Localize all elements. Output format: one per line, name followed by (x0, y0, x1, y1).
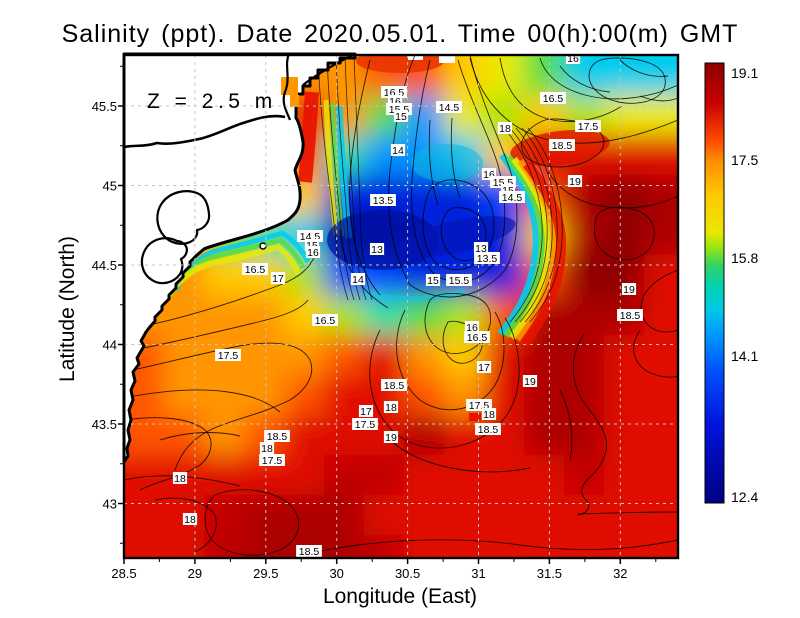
svg-text:15.8: 15.8 (731, 250, 758, 266)
svg-text:19: 19 (385, 432, 397, 444)
svg-text:13: 13 (475, 243, 487, 255)
svg-text:16: 16 (389, 96, 401, 108)
svg-text:18: 18 (184, 514, 196, 526)
svg-text:19: 19 (569, 176, 581, 188)
svg-text:32: 32 (613, 566, 627, 581)
svg-text:17.5: 17.5 (262, 455, 283, 467)
svg-text:16.5: 16.5 (543, 93, 564, 105)
svg-text:14.5: 14.5 (502, 192, 523, 204)
svg-text:30.5: 30.5 (395, 566, 420, 581)
svg-text:15: 15 (395, 111, 407, 123)
svg-text:18: 18 (174, 473, 186, 485)
svg-text:18: 18 (261, 443, 273, 455)
svg-text:14: 14 (392, 145, 404, 157)
svg-text:15: 15 (427, 275, 439, 287)
svg-text:17.5: 17.5 (578, 121, 599, 133)
svg-text:18: 18 (385, 402, 397, 414)
svg-text:44: 44 (103, 338, 117, 353)
svg-text:Longitude (East): Longitude (East) (323, 585, 477, 608)
svg-text:18.5: 18.5 (384, 380, 405, 392)
svg-text:19.1: 19.1 (731, 65, 758, 81)
svg-text:18: 18 (499, 123, 511, 135)
svg-text:Salinity (ppt). Date 2020.05.0: Salinity (ppt). Date 2020.05.01. Time 00… (62, 20, 739, 48)
svg-text:13: 13 (371, 244, 383, 256)
svg-text:16.5: 16.5 (245, 264, 266, 276)
svg-text:28.5: 28.5 (111, 566, 136, 581)
svg-text:15.5: 15.5 (449, 275, 470, 287)
svg-text:16: 16 (567, 53, 579, 65)
svg-text:17: 17 (478, 362, 490, 374)
svg-text:14: 14 (352, 274, 364, 286)
svg-text:29.5: 29.5 (253, 566, 278, 581)
svg-text:16: 16 (466, 322, 478, 334)
svg-text:14.5: 14.5 (439, 102, 460, 114)
svg-text:12.4: 12.4 (731, 489, 758, 505)
svg-text:Z = 2.5 m: Z = 2.5 m (147, 90, 277, 113)
svg-text:13.5: 13.5 (373, 195, 394, 207)
svg-text:16: 16 (307, 247, 319, 259)
svg-text:43.5: 43.5 (92, 417, 117, 432)
svg-text:18.5: 18.5 (267, 431, 288, 443)
svg-text:15: 15 (502, 185, 514, 197)
svg-text:17.5: 17.5 (218, 350, 239, 362)
svg-text:17: 17 (360, 406, 372, 418)
svg-text:13.5: 13.5 (477, 253, 498, 265)
svg-text:18.5: 18.5 (478, 424, 499, 436)
svg-text:19: 19 (524, 376, 536, 388)
svg-text:31: 31 (471, 566, 485, 581)
svg-text:16: 16 (483, 169, 495, 181)
svg-text:18: 18 (483, 409, 495, 421)
svg-text:45: 45 (103, 179, 117, 194)
svg-text:16.5: 16.5 (467, 332, 488, 344)
svg-text:31.5: 31.5 (537, 566, 562, 581)
svg-text:43: 43 (103, 497, 117, 512)
svg-text:17.5: 17.5 (731, 152, 758, 168)
svg-text:15: 15 (306, 240, 318, 252)
svg-text:45.5: 45.5 (92, 99, 117, 114)
svg-text:17: 17 (272, 273, 284, 285)
svg-text:29: 29 (188, 566, 202, 581)
svg-text:30: 30 (329, 566, 343, 581)
svg-text:14.1: 14.1 (731, 348, 758, 364)
svg-text:Latitude (North): Latitude (North) (56, 236, 79, 382)
svg-text:44.5: 44.5 (92, 258, 117, 273)
svg-text:18.5: 18.5 (552, 140, 573, 152)
svg-text:16.5: 16.5 (315, 315, 336, 327)
svg-text:18.5: 18.5 (299, 546, 320, 558)
svg-text:19: 19 (623, 284, 635, 296)
svg-text:18.5: 18.5 (620, 310, 641, 322)
svg-text:17.5: 17.5 (355, 419, 376, 431)
